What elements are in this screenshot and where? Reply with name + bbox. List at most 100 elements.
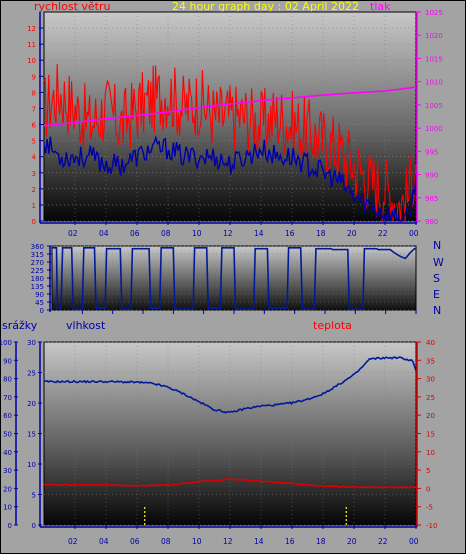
wind-y-tick-label: 5 [32,138,36,146]
x-tick-label-bottom: 12 [223,537,233,546]
rain-y-tick-label: 80 [3,376,12,384]
rain-title: srážky [2,319,38,332]
temperature-title: teplota [313,319,352,332]
x-tick-label-top: 14 [254,229,264,238]
x-tick-label-bottom: 06 [130,537,140,546]
temperature-y-tick-label: 10 [426,449,435,457]
x-tick-label-bottom: 18 [316,537,326,546]
pressure-title: tlak [370,0,391,13]
direction-y-tick-label: 225 [31,267,44,275]
wind-y-tick-label: 6 [32,122,37,130]
x-tick-label-bottom: 22 [378,537,388,546]
x-tick-label-top: 22 [378,229,388,238]
direction-y-tick-label: 360 [31,243,44,251]
x-tick-label-top: 18 [316,229,326,238]
direction-y-tick-label: 180 [31,275,44,283]
wind-y-tick-label: 7 [32,105,36,113]
direction-y-tick-label: 270 [31,259,44,267]
x-tick-label-top: 12 [223,229,233,238]
temperature-y-tick-label: 25 [426,394,435,402]
pressure-y-tick-label: 1005 [425,102,443,110]
wind-speed-title: rychlost větru [34,0,111,13]
wind-y-tick-label: 1 [32,202,36,210]
x-tick-label-bottom: 00 [409,537,419,546]
x-tick-label-top: 00 [409,229,419,238]
pressure-y-tick-label: 1025 [425,9,443,17]
wind-y-tick-label: 2 [32,186,36,194]
dir-label-e: E [433,288,440,301]
x-tick-label-top: 04 [99,229,109,238]
wind-y-tick-label: 4 [32,154,37,162]
x-tick-label-bottom: 04 [99,537,109,546]
dir-label-s: S [433,272,440,285]
temperature-y-tick-label: -10 [426,522,437,530]
wind-y-tick-label: 12 [27,25,36,33]
humidity-y-tick-label: 5 [32,492,36,500]
x-tick-label-bottom: 02 [68,537,78,546]
wind-y-tick-label: 0 [32,218,36,226]
temperature-y-tick-label: 35 [426,357,435,365]
pressure-y-tick-label: 990 [425,172,438,180]
x-tick-label-top: 16 [285,229,295,238]
x-tick-label-bottom: 20 [347,537,357,546]
temperature-y-tick-label: 20 [426,412,435,420]
temperature-y-tick-label: 0 [426,485,430,493]
humidity-y-tick-label: 15 [27,431,36,439]
series-gust-line [43,135,417,222]
direction-y-tick-label: 135 [31,283,44,291]
pressure-y-tick-label: 995 [425,148,438,156]
dir-label-n2: N [433,304,442,317]
series-wind-line [43,63,417,222]
x-tick-label-top: 02 [68,229,78,238]
temperature-y-tick-label: 5 [426,467,430,475]
series-pressure-line [43,86,417,127]
humidity-y-tick-label: 0 [32,522,36,530]
pressure-y-tick-label: 1015 [425,55,443,63]
x-tick-label-bottom: 10 [192,537,202,546]
wind-y-tick-label: 11 [27,41,36,49]
direction-y-tick-label: 90 [35,291,44,299]
rain-y-tick-label: 70 [3,394,12,402]
wind-y-tick-label: 10 [27,57,36,65]
temperature-y-tick-label: 40 [426,339,435,347]
temperature-y-tick-label: 15 [426,431,435,439]
humidity-y-tick-label: 25 [27,370,36,378]
x-tick-label-top: 08 [161,229,171,238]
x-tick-label-bottom: 08 [161,537,171,546]
rain-y-tick-label: 90 [3,357,12,365]
rain-y-tick-label: 60 [3,412,12,420]
rain-y-tick-label: 100 [0,339,12,347]
x-tick-label-bottom: 16 [285,537,295,546]
wind-y-tick-label: 9 [32,73,36,81]
x-tick-label-bottom: 14 [254,537,264,546]
pressure-y-tick-label: 1000 [425,125,443,133]
wind-y-tick-label: 3 [32,170,36,178]
direction-y-tick-label: 0 [40,307,44,315]
x-tick-label-top: 10 [192,229,202,238]
temperature-y-tick-label: 30 [426,376,435,384]
pressure-y-tick-label: 1020 [425,32,443,40]
dir-label-w: W [433,256,444,269]
direction-y-tick-label: 45 [35,299,44,307]
humidity-title: vlhkost [66,319,106,332]
wind-y-tick-label: 8 [32,89,36,97]
series-temperature-line [43,478,417,489]
x-tick-label-top: 06 [130,229,140,238]
x-tick-label-top: 20 [347,229,357,238]
rain-y-tick-label: 50 [3,431,12,439]
series-humidity-line [43,356,417,414]
rain-y-tick-label: 10 [3,504,12,512]
humidity-y-tick-label: 30 [27,339,36,347]
direction-y-tick-label: 315 [31,251,44,259]
rain-y-tick-label: 40 [3,449,12,457]
rain-y-tick-label: 0 [8,522,12,530]
graph-title: 24 hour graph day : 02 April 2022 [172,0,359,13]
humidity-y-tick-label: 20 [27,400,36,408]
temperature-y-tick-label: -5 [426,504,433,512]
rain-y-tick-label: 30 [3,467,12,475]
rain-y-tick-label: 20 [3,485,12,493]
dir-label-n: N [433,239,442,252]
pressure-y-tick-label: 1010 [425,79,443,87]
